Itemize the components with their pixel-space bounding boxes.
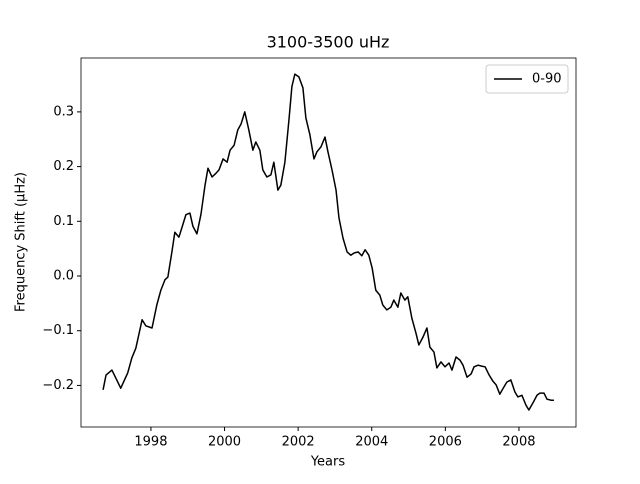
x-tick-label: 2006 — [429, 435, 462, 450]
y-tick-label: −0.2 — [42, 378, 74, 393]
x-axis-label: Years — [310, 455, 346, 470]
y-tick-label: 0.3 — [53, 104, 74, 119]
y-tick-label: 0.1 — [53, 214, 74, 229]
y-tick-label: 0.0 — [53, 269, 74, 284]
plot-frame — [80, 57, 577, 428]
x-tick-label: 2004 — [355, 435, 388, 450]
legend-box — [485, 64, 569, 94]
chart-title: 3100-3500 uHz — [267, 33, 390, 52]
x-tick-label: 2008 — [502, 435, 535, 450]
legend-label: 0-90 — [532, 72, 562, 87]
x-tick-label: 1998 — [134, 435, 167, 450]
data-line — [102, 73, 554, 411]
x-tick-label: 2002 — [282, 435, 315, 450]
y-tick-label: −0.1 — [42, 323, 74, 338]
y-axis-label: Frequency Shift (μHz) — [14, 172, 29, 312]
x-tick-label: 2000 — [208, 435, 241, 450]
y-tick-label: 0.2 — [53, 159, 74, 174]
